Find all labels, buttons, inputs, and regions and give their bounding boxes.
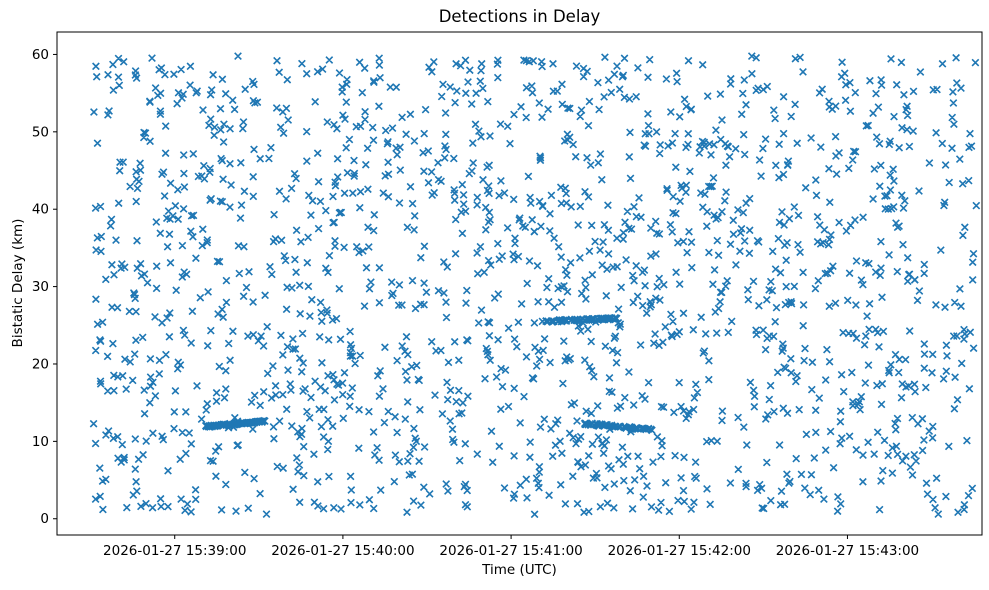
y-tick-label: 40	[32, 202, 49, 218]
y-tick-label: 60	[32, 47, 49, 63]
scatter-track-points	[201, 313, 656, 435]
x-tick-label: 2026-01-27 15:42:00	[608, 543, 751, 559]
x-tick-label: 2026-01-27 15:40:00	[271, 543, 414, 559]
y-tick-label: 20	[32, 356, 49, 372]
chart-title: Detections in Delay	[438, 7, 601, 26]
y-tick-label: 50	[32, 124, 49, 140]
y-axis-label: Bistatic Delay (km)	[10, 218, 26, 348]
scatter-clutter-points	[89, 52, 981, 519]
x-tick-label: 2026-01-27 15:43:00	[776, 543, 919, 559]
plot-border	[56, 31, 983, 536]
x-axis-label: Time (UTC)	[482, 562, 557, 578]
y-tick-label: 0	[40, 511, 49, 527]
x-tick-label: 2026-01-27 15:41:00	[439, 543, 582, 559]
y-tick-label: 30	[32, 279, 49, 295]
x-tick-label: 2026-01-27 15:39:00	[103, 543, 246, 559]
y-tick-label: 10	[32, 434, 49, 450]
